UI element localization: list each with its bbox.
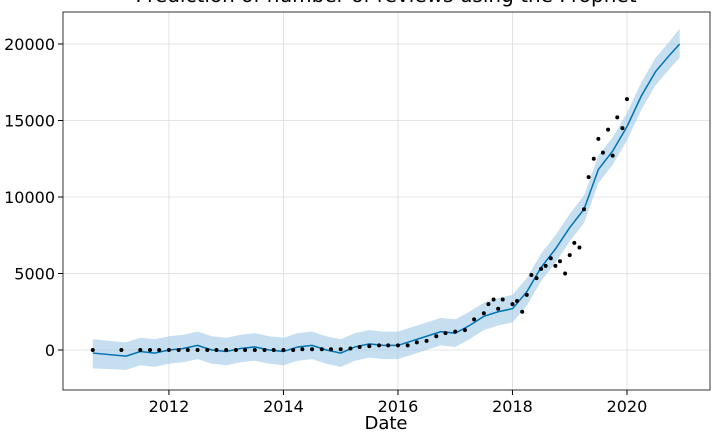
observed-point <box>214 348 219 353</box>
observed-point <box>281 348 286 353</box>
observed-point <box>534 276 539 281</box>
chart-title: Prediction of number of reviews using th… <box>135 0 636 7</box>
observed-point <box>386 343 391 348</box>
observed-point <box>243 348 248 353</box>
x-tick-label: 2012 <box>149 397 190 416</box>
observed-point <box>539 266 544 271</box>
x-tick-label: 2014 <box>263 397 304 416</box>
observed-point <box>405 343 410 348</box>
observed-point <box>271 348 276 353</box>
observed-point <box>577 245 582 250</box>
observed-point <box>524 292 529 297</box>
observed-point <box>148 348 153 353</box>
observed-point <box>615 115 620 120</box>
observed-point <box>443 331 448 336</box>
observed-point <box>434 334 439 339</box>
observed-point <box>414 340 419 345</box>
observed-point <box>252 348 257 353</box>
observed-point <box>600 150 605 155</box>
x-tick-label: 2018 <box>492 397 533 416</box>
observed-point <box>328 347 333 352</box>
observed-point <box>462 328 467 333</box>
observed-point <box>319 347 324 352</box>
observed-point <box>620 126 625 131</box>
observed-point <box>357 344 362 349</box>
observed-point <box>176 348 181 353</box>
observed-point <box>224 348 229 353</box>
observed-point <box>166 348 171 353</box>
observed-point <box>491 297 496 302</box>
observed-point <box>586 175 591 180</box>
y-tick-label: 15000 <box>4 111 55 130</box>
y-tick-label: 10000 <box>4 188 55 207</box>
y-tick-label: 5000 <box>14 264 55 283</box>
uncertainty-band <box>92 28 680 370</box>
observed-point <box>90 348 95 353</box>
observed-point <box>510 302 515 307</box>
observed-point <box>529 273 534 278</box>
observed-point <box>233 348 238 353</box>
observed-point <box>367 344 372 349</box>
observed-point <box>610 153 615 158</box>
observed-point <box>567 253 572 258</box>
observed-point <box>543 263 548 268</box>
x-axis-label: Date <box>364 413 407 432</box>
observed-point <box>624 97 629 102</box>
observed-point <box>424 338 429 343</box>
observed-point <box>453 329 458 334</box>
observed-point <box>500 297 505 302</box>
y-tick-label: 20000 <box>4 35 55 54</box>
plot-frame <box>62 11 711 391</box>
observed-point <box>591 156 596 161</box>
x-tick-label: 2016 <box>378 397 419 416</box>
observed-point <box>291 348 296 353</box>
observed-point <box>395 343 400 348</box>
observed-point <box>606 127 611 132</box>
observed-point <box>300 347 305 352</box>
observed-point <box>338 347 343 352</box>
observed-point <box>486 302 491 307</box>
observed-point <box>157 348 162 353</box>
observed-point <box>572 240 577 245</box>
observed-point <box>472 317 477 322</box>
observed-point <box>481 311 486 316</box>
observed-point <box>553 263 558 268</box>
x-tick-label: 2020 <box>607 397 648 416</box>
observed-point <box>563 271 568 276</box>
observed-point <box>195 348 200 353</box>
observed-point <box>548 256 553 261</box>
observed-point <box>596 136 601 141</box>
observed-point <box>582 207 587 212</box>
observed-point <box>496 306 501 311</box>
observed-point <box>520 309 525 314</box>
observed-point <box>310 347 315 352</box>
observed-point <box>262 348 267 353</box>
observed-point <box>185 348 190 353</box>
observed-point <box>557 259 562 264</box>
y-tick-label: 0 <box>45 341 55 360</box>
observed-point <box>205 348 210 353</box>
observed-point <box>119 348 124 353</box>
observed-point <box>138 348 143 353</box>
observed-point <box>515 299 520 304</box>
observed-point <box>348 346 353 351</box>
observed-point <box>377 343 382 348</box>
